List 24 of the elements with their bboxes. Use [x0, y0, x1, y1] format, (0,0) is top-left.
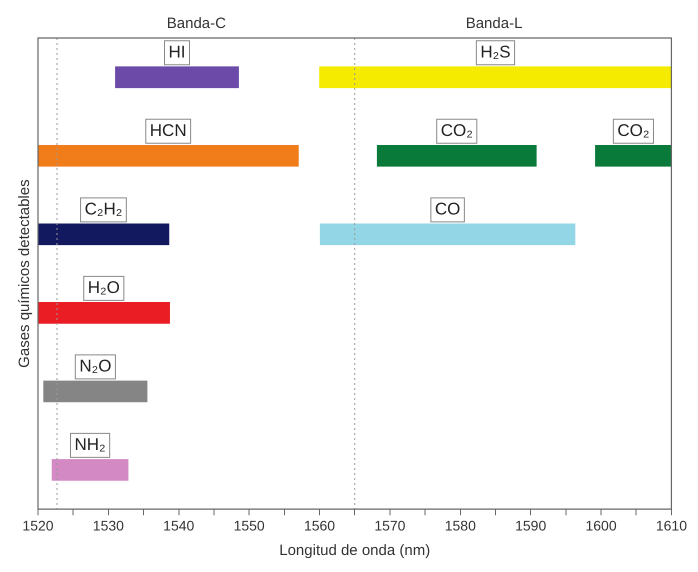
x-tick-label: 1530 — [92, 517, 124, 534]
text: Banda-C — [166, 15, 226, 32]
x-tick-label: 1520 — [22, 517, 54, 534]
series-label: C₂H₂ — [84, 200, 122, 219]
series-label: HI — [168, 42, 186, 62]
series-label: CO₂ — [440, 120, 473, 140]
series-label: H₂S — [480, 42, 511, 62]
series-label: HCN — [150, 120, 187, 140]
series-label: H₂O — [88, 278, 120, 298]
series-label: CO₂ — [617, 120, 650, 140]
x-tick-label: 1550 — [234, 517, 265, 534]
x-tick-label: 1580 — [444, 517, 476, 534]
x-axis-title: Longitud de onda (nm) — [279, 542, 430, 560]
x-tick-label: 1570 — [374, 517, 406, 534]
x-tick-label: 1600 — [585, 517, 617, 534]
series-label: NH₂ — [74, 435, 106, 454]
x-tick-label: 1560 — [304, 517, 336, 534]
series-label: N₂O — [79, 356, 112, 376]
x-tick-label: 1540 — [163, 517, 195, 534]
x-tick-label: 1590 — [515, 517, 546, 534]
y-axis-title: Gases químicos detectables — [16, 179, 34, 368]
x-tick-label: 1610 — [656, 517, 688, 534]
series-label: CO — [434, 200, 460, 219]
text: Banda-L — [466, 15, 522, 32]
